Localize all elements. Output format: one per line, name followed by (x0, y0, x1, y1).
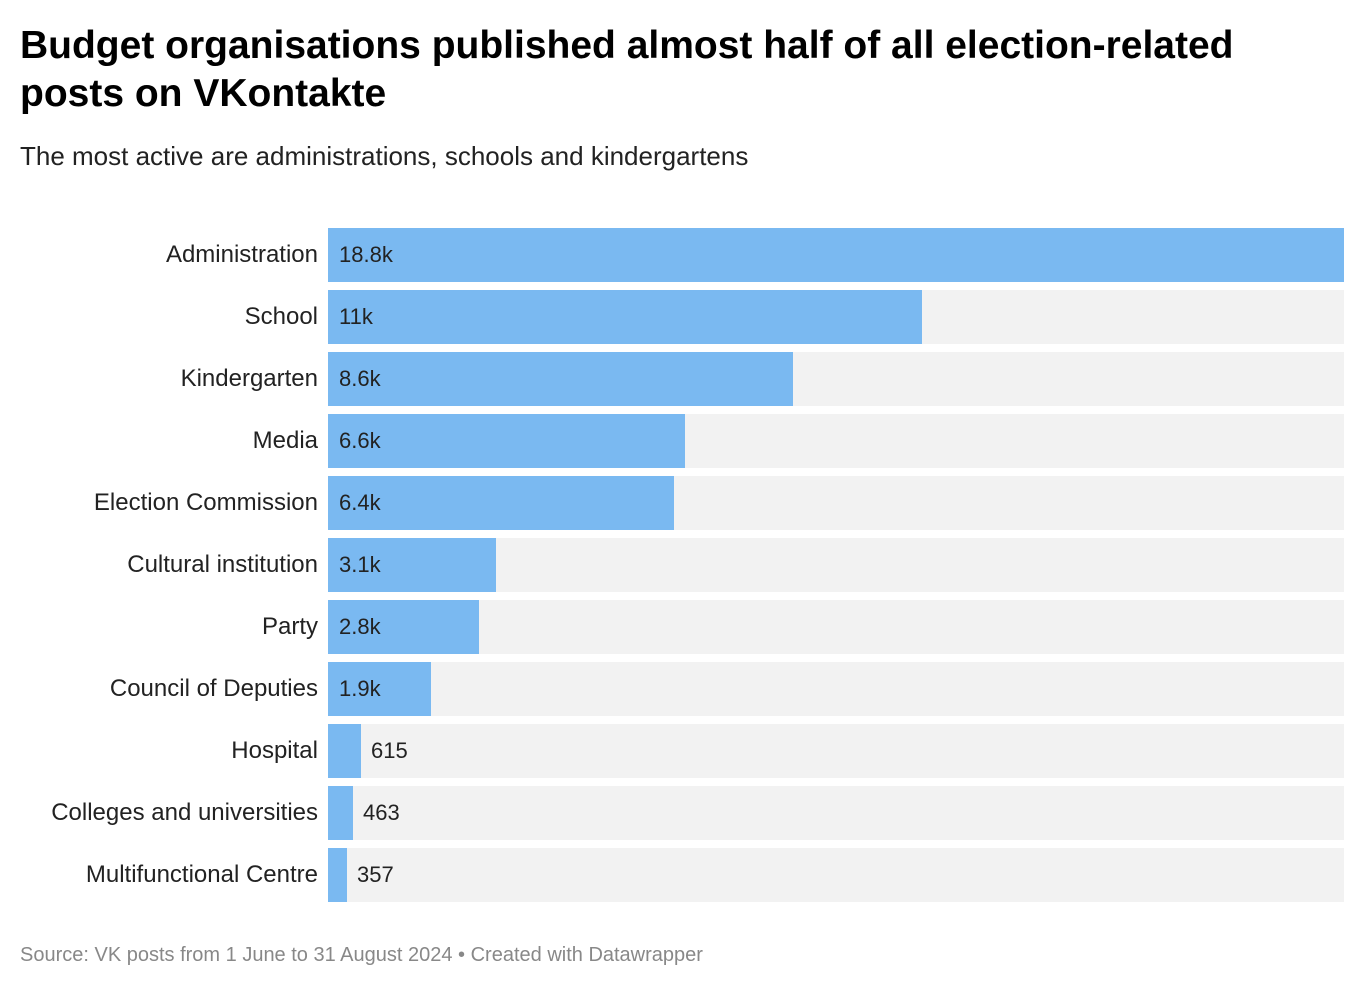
bar-row: Party 2.8k (0, 600, 1366, 654)
bar-track: 357 (328, 848, 1344, 902)
bar (328, 662, 431, 716)
category-label: School (244, 303, 318, 330)
bar-row: Media 6.6k (0, 414, 1366, 468)
bar-row: Multifunctional Centre 357 (0, 848, 1366, 902)
value-label: 11k (339, 304, 373, 329)
value-label: 615 (371, 738, 408, 763)
bar-row: School 11k (0, 290, 1366, 344)
bar-row: Colleges and universities 463 (0, 786, 1366, 840)
category-label: Kindergarten (180, 365, 318, 392)
bar (328, 786, 353, 840)
bar-track: 11k (328, 290, 1344, 344)
bar (328, 476, 674, 530)
bar (328, 848, 347, 902)
value-label: 1.9k (339, 676, 381, 701)
category-label: Election Commission (93, 489, 318, 516)
bar-track: 3.1k (328, 538, 1344, 592)
bar-track: 18.8k (328, 228, 1344, 282)
chart-subtitle: The most active are administrations, sch… (20, 141, 749, 171)
bar-track: 6.4k (328, 476, 1344, 530)
value-label: 6.4k (339, 490, 381, 515)
category-label: Media (252, 427, 318, 454)
bar-row: Hospital 615 (0, 724, 1366, 778)
bar-row: Kindergarten 8.6k (0, 352, 1366, 406)
bar (328, 414, 685, 468)
bar-row: Council of Deputies 1.9k (0, 662, 1366, 716)
bar (328, 352, 793, 406)
value-label: 357 (357, 862, 394, 887)
bar-track: 1.9k (328, 662, 1344, 716)
value-label: 2.8k (339, 614, 381, 639)
bar (328, 290, 922, 344)
category-label: Administration (165, 241, 318, 268)
bar-track: 615 (328, 724, 1344, 778)
bar-track: 6.6k (328, 414, 1344, 468)
value-label: 6.6k (339, 428, 381, 453)
bar-row: Election Commission 6.4k (0, 476, 1366, 530)
chart-footer: Source: VK posts from 1 June to 31 Augus… (20, 944, 703, 966)
bar (328, 228, 1344, 282)
bar-chart: Administration 18.8k School 11k Kindergarten… (0, 228, 1366, 904)
value-label: 18.8k (339, 242, 393, 267)
chart-title: Budget organisations published almost ha… (20, 24, 1234, 115)
bar-row: Cultural institution 3.1k (0, 538, 1366, 592)
category-label: Multifunctional Centre (85, 861, 318, 888)
category-label: Cultural institution (127, 551, 318, 578)
bar (328, 724, 361, 778)
bar-track: 8.6k (328, 352, 1344, 406)
value-label: 463 (363, 800, 400, 825)
category-label: Hospital (231, 737, 318, 764)
bar (328, 600, 479, 654)
category-label: Colleges and universities (51, 799, 318, 826)
category-label: Party (261, 613, 318, 640)
value-label: 3.1k (339, 552, 381, 577)
bar-track: 463 (328, 786, 1344, 840)
category-label: Council of Deputies (109, 675, 318, 702)
bar (328, 538, 496, 592)
value-label: 8.6k (339, 366, 381, 391)
bar-track: 2.8k (328, 600, 1344, 654)
bar-row: Administration 18.8k (0, 228, 1366, 282)
